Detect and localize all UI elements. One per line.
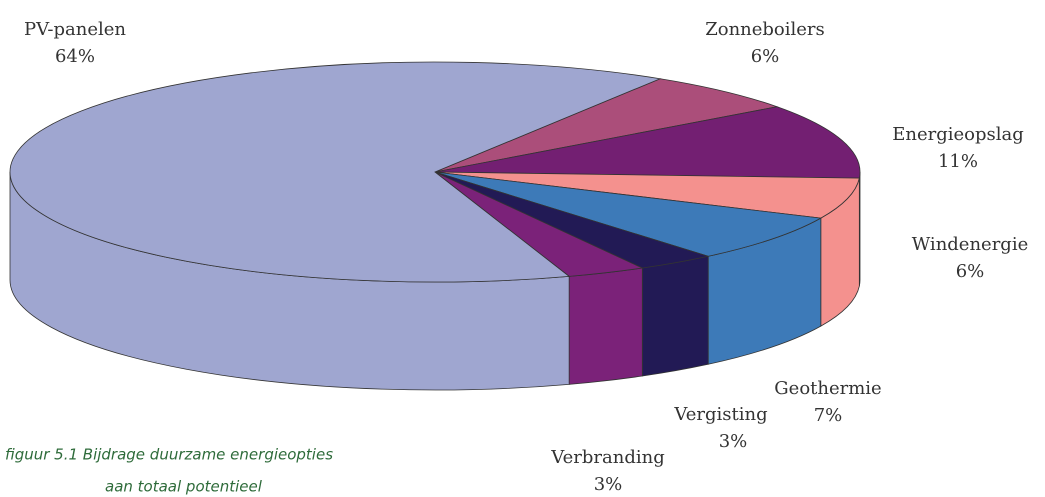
slice-value: 11% xyxy=(938,151,978,172)
slice xyxy=(9,61,662,283)
slice xyxy=(434,78,779,173)
slice-label: Windenergie xyxy=(912,234,1029,255)
slice-side xyxy=(568,267,643,385)
slice xyxy=(434,171,860,219)
slice-label: Energieopslag xyxy=(892,124,1024,145)
slice-label: Geothermie xyxy=(774,378,881,399)
slice-value: 64% xyxy=(55,46,95,67)
slice-side xyxy=(641,255,709,377)
slice-label: Zonneboilers xyxy=(705,19,825,40)
slice xyxy=(434,171,823,257)
caption: aan totaal potentieel xyxy=(105,478,263,496)
slice-label: PV-panelen xyxy=(24,19,126,40)
slice-value: 6% xyxy=(956,261,985,282)
slice-value: 3% xyxy=(594,474,623,495)
slice-value: 3% xyxy=(719,431,748,452)
caption: figuur 5.1 Bijdrage duurzame energieopti… xyxy=(5,446,333,464)
slice-value: 6% xyxy=(751,46,780,67)
slice-label: Verbranding xyxy=(550,447,664,468)
slice xyxy=(434,106,861,179)
slice-value: 7% xyxy=(814,405,843,426)
slice-label: Vergisting xyxy=(673,404,767,425)
